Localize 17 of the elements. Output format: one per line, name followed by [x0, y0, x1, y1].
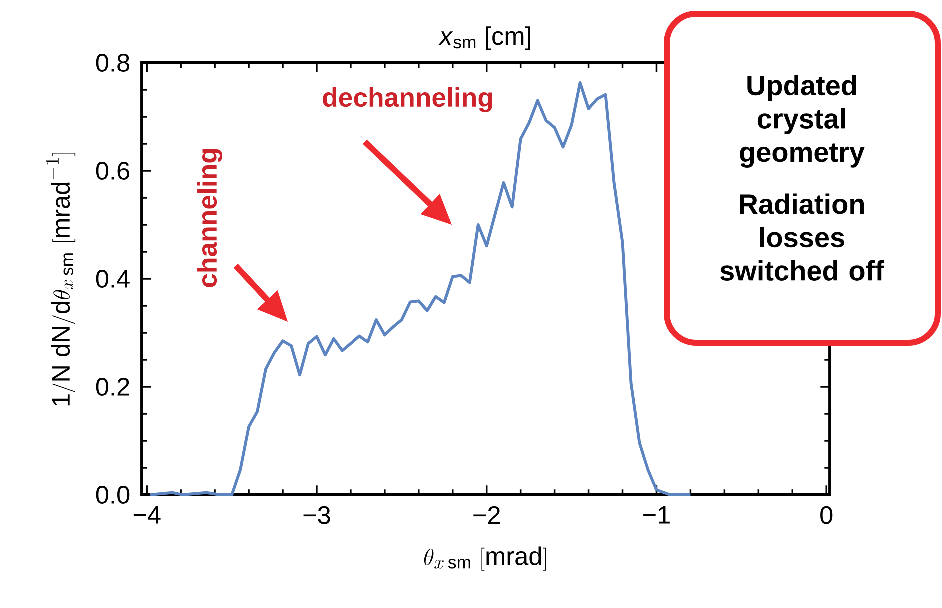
x-tick-label: −3: [304, 506, 330, 524]
x2-axis-title: x$_{sm}$ [cm]: [438, 26, 530, 50]
y-tick-label: 0.4: [96, 270, 130, 288]
annotation: dechanneling: [323, 88, 492, 112]
x-tick-label: −1: [644, 506, 670, 524]
y-axis-title: $\mathrm{1/N\ dN/d}\theta_{x\,\mathrm{sm}}\ [\mathrm{mrad}^{-1}]$: [46, 152, 76, 406]
y-tick-label: 0.8: [96, 54, 130, 72]
x-tick-label: −2: [474, 506, 500, 524]
annotation: channeling: [198, 149, 222, 288]
x-axis-title: $\theta_{x\,\mathrm{sm}}\ [\mathrm{mrad}]$: [424, 546, 546, 571]
annotation: Radiation losses switched off: [720, 194, 885, 281]
annotation: Updated crystal geometry: [740, 75, 865, 168]
y-tick-label: 0.6: [96, 162, 130, 180]
y-tick-label: 0.0: [96, 486, 130, 504]
x-tick-label: −4: [134, 506, 161, 524]
y-tick-label: 0.2: [96, 378, 130, 396]
x-tick-label: 0: [820, 506, 833, 524]
